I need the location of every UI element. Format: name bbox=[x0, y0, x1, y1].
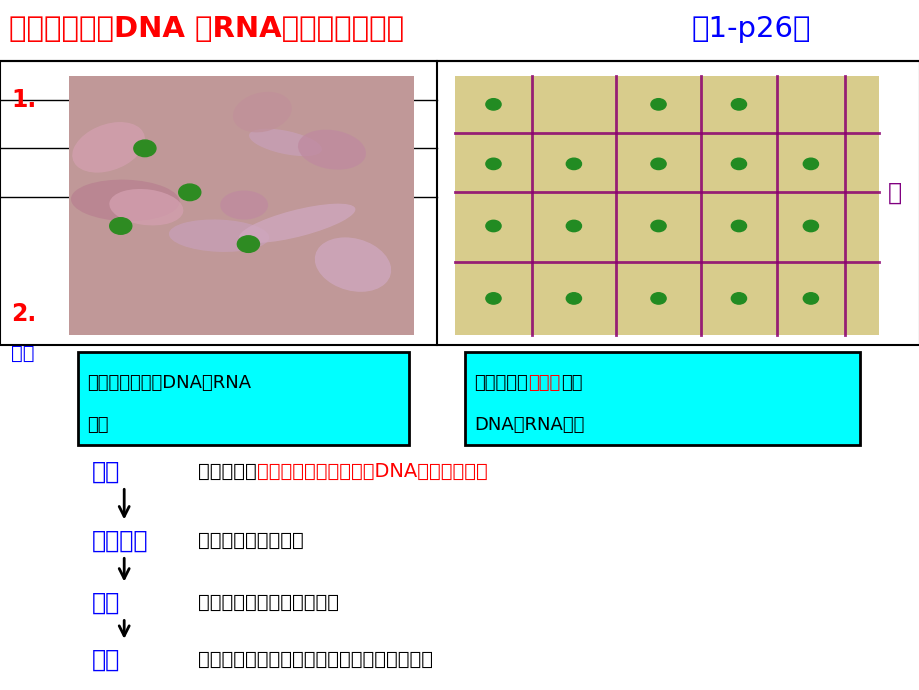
Bar bbox=[455, 76, 878, 335]
Text: （蒸馏水缓水冲洗）: （蒸馏水缓水冲洗） bbox=[198, 531, 303, 550]
Text: （1-p26）: （1-p26） bbox=[691, 15, 811, 43]
Ellipse shape bbox=[314, 237, 391, 292]
Circle shape bbox=[651, 220, 665, 232]
Circle shape bbox=[566, 220, 581, 232]
Circle shape bbox=[485, 220, 501, 232]
Text: 改变细胞膜通透性，使DNA与蛋白质分离: 改变细胞膜通透性，使DNA与蛋白质分离 bbox=[256, 462, 487, 481]
Text: 人口腔上皮细胞DNA、RNA: 人口腔上皮细胞DNA、RNA bbox=[87, 374, 251, 392]
Circle shape bbox=[566, 293, 581, 304]
Text: 取口: 取口 bbox=[11, 344, 35, 363]
Circle shape bbox=[731, 99, 745, 110]
Ellipse shape bbox=[169, 219, 269, 252]
Bar bbox=[464, 352, 859, 445]
Text: 观察: 观察 bbox=[92, 648, 120, 671]
Circle shape bbox=[731, 220, 745, 232]
Ellipse shape bbox=[73, 122, 145, 172]
Text: 水解: 水解 bbox=[92, 460, 120, 483]
Text: 本: 本 bbox=[887, 181, 901, 205]
Text: 盐酸处理：: 盐酸处理： bbox=[198, 462, 256, 481]
Circle shape bbox=[485, 293, 501, 304]
Text: （吡罗红甲基绿现配现用）: （吡罗红甲基绿现配现用） bbox=[198, 593, 338, 612]
Ellipse shape bbox=[298, 130, 366, 170]
Circle shape bbox=[237, 236, 259, 253]
Circle shape bbox=[651, 293, 665, 304]
Text: DNA、RNA分布: DNA、RNA分布 bbox=[473, 415, 584, 433]
Circle shape bbox=[651, 99, 665, 110]
Circle shape bbox=[802, 158, 818, 170]
Circle shape bbox=[566, 158, 581, 170]
Text: 冲洗涂片: 冲洗涂片 bbox=[92, 529, 148, 552]
Text: （先低倍镜下选择染色均匀、色泽浅的区域）: （先低倍镜下选择染色均匀、色泽浅的区域） bbox=[198, 650, 432, 669]
Text: 洋葱鳞片叶: 洋葱鳞片叶 bbox=[473, 374, 527, 392]
Text: 染色: 染色 bbox=[92, 591, 120, 614]
Text: 1.: 1. bbox=[11, 88, 36, 112]
Circle shape bbox=[178, 184, 200, 201]
Ellipse shape bbox=[71, 179, 179, 221]
Text: 实验二、观察DNA 、RNA在细胞中的分布: 实验二、观察DNA 、RNA在细胞中的分布 bbox=[9, 15, 403, 43]
Circle shape bbox=[731, 293, 745, 304]
Ellipse shape bbox=[233, 92, 291, 132]
Ellipse shape bbox=[109, 189, 183, 226]
Circle shape bbox=[134, 140, 156, 157]
Circle shape bbox=[109, 218, 131, 235]
Ellipse shape bbox=[220, 190, 267, 219]
Circle shape bbox=[485, 99, 501, 110]
Text: 分布: 分布 bbox=[87, 415, 108, 433]
Bar bbox=[78, 352, 409, 445]
Ellipse shape bbox=[249, 129, 322, 156]
Text: 内表皮: 内表皮 bbox=[528, 374, 560, 392]
Circle shape bbox=[731, 158, 745, 170]
Circle shape bbox=[802, 293, 818, 304]
Bar bbox=[69, 76, 414, 335]
Text: 细胞: 细胞 bbox=[560, 374, 582, 392]
Ellipse shape bbox=[239, 204, 355, 243]
Circle shape bbox=[485, 158, 501, 170]
Circle shape bbox=[802, 220, 818, 232]
Bar bbox=[0, 61, 919, 345]
Text: 2.: 2. bbox=[11, 302, 36, 326]
Circle shape bbox=[651, 158, 665, 170]
